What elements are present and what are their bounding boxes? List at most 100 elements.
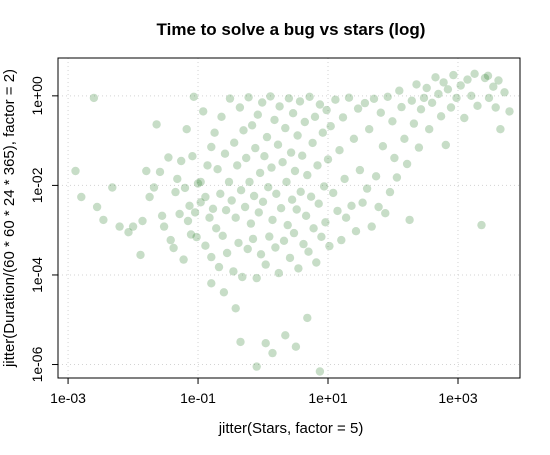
data-point: [337, 236, 345, 244]
data-point: [226, 94, 234, 102]
data-point: [319, 129, 327, 137]
data-point: [241, 203, 249, 211]
data-point: [190, 93, 198, 101]
data-point: [173, 175, 181, 183]
data-point: [449, 71, 457, 79]
data-point: [129, 222, 137, 230]
data-point: [274, 141, 282, 149]
data-point: [347, 202, 355, 210]
data-point: [302, 212, 310, 220]
data-point: [342, 214, 350, 222]
data-point: [324, 155, 332, 163]
data-point: [437, 112, 445, 120]
data-point: [340, 175, 348, 183]
data-point: [199, 107, 207, 115]
data-point: [294, 264, 302, 272]
y-axis-label: jitter(Duration/(60 * 60 * 24 * 365), fa…: [1, 69, 18, 368]
data-point: [287, 148, 295, 156]
data-point: [305, 93, 313, 101]
data-point: [238, 273, 246, 281]
data-point: [309, 224, 317, 232]
data-point: [167, 236, 175, 244]
data-point: [317, 233, 325, 241]
x-tick-label: 1e+01: [308, 390, 348, 406]
data-point: [293, 131, 301, 139]
data-point: [253, 274, 261, 282]
y-tick-label: 1e-02: [29, 167, 45, 203]
x-axis: 1e-03 1e-01 1e+01 1e+03: [50, 378, 478, 406]
data-point: [247, 219, 255, 227]
data-point: [457, 81, 465, 89]
data-point: [203, 161, 211, 169]
data-point: [312, 258, 320, 266]
data-point: [331, 96, 339, 104]
data-point: [192, 233, 200, 241]
data-point: [496, 125, 504, 133]
data-point: [209, 205, 217, 213]
data-point: [463, 75, 471, 83]
data-point: [236, 103, 244, 111]
data-point: [205, 214, 213, 222]
data-point: [477, 221, 485, 229]
data-point: [452, 94, 460, 102]
data-point: [210, 129, 218, 137]
data-point: [447, 103, 455, 111]
data-point: [291, 167, 299, 175]
data-point: [181, 184, 189, 192]
data-point: [188, 152, 196, 160]
data-point: [213, 165, 221, 173]
data-point: [232, 214, 240, 222]
data-point: [268, 216, 276, 224]
data-point: [403, 160, 411, 168]
data-point: [265, 232, 273, 240]
data-point: [298, 152, 306, 160]
data-point: [212, 224, 220, 232]
data-point: [156, 168, 164, 176]
data-point: [307, 193, 315, 201]
data-point: [370, 95, 378, 103]
data-point: [410, 119, 418, 127]
data-point: [281, 124, 289, 132]
data-point: [473, 102, 481, 110]
data-point: [339, 113, 347, 121]
data-point: [251, 144, 259, 152]
data-point: [115, 222, 123, 230]
data-point: [93, 203, 101, 211]
data-point: [285, 94, 293, 102]
data-point: [333, 207, 341, 215]
data-point: [207, 253, 215, 261]
data-point: [185, 202, 193, 210]
data-point: [329, 189, 337, 197]
data-point: [183, 125, 191, 133]
data-point: [301, 118, 309, 126]
y-tick-label: 1e-06: [29, 346, 45, 382]
data-point: [191, 208, 199, 216]
data-point: [460, 114, 468, 122]
data-point: [304, 248, 312, 256]
data-point: [281, 331, 289, 339]
x-tick-label: 1e-01: [180, 390, 216, 406]
data-point: [470, 70, 478, 78]
data-point: [258, 98, 266, 106]
data-point: [379, 142, 387, 150]
data-point: [325, 242, 333, 250]
data-point: [500, 88, 508, 96]
data-point: [249, 235, 257, 243]
data-point: [356, 166, 364, 174]
data-point: [207, 143, 215, 151]
data-point: [313, 161, 321, 169]
data-point: [71, 167, 79, 175]
data-point: [228, 196, 236, 204]
data-point: [505, 107, 513, 115]
data-point: [150, 183, 158, 191]
data-point: [365, 125, 373, 133]
data-point: [221, 150, 229, 158]
data-point: [271, 243, 279, 251]
x-axis-label: jitter(Stars, factor = 5): [218, 420, 364, 437]
data-point: [415, 143, 423, 151]
x-tick-label: 1e+03: [438, 390, 478, 406]
data-point: [275, 102, 283, 110]
data-point: [303, 314, 311, 322]
data-point: [293, 205, 301, 213]
